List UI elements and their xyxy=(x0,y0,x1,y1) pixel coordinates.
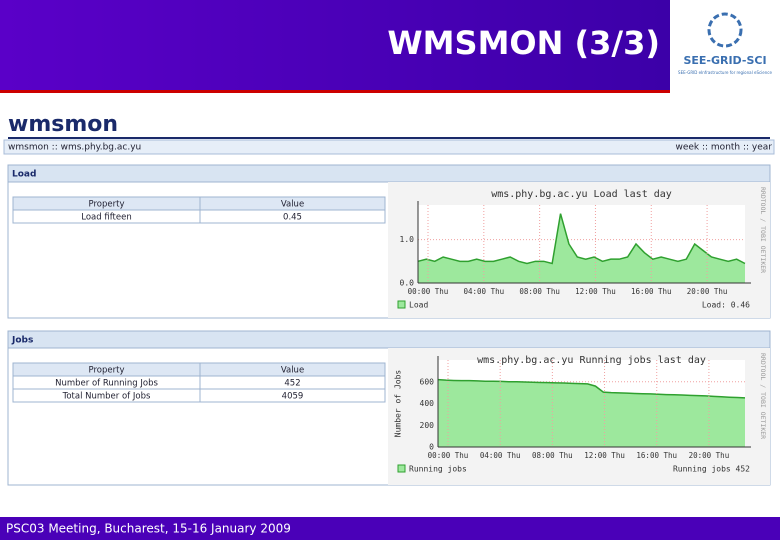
legend-label: Load xyxy=(409,301,428,310)
y-tick-label: 0.0 xyxy=(400,279,415,288)
area-line xyxy=(417,213,746,265)
logo-text: SEE-GRID-SCI xyxy=(683,54,766,67)
logo-subtitle: SEE-GRID eInfrastructure for regional eS… xyxy=(678,70,772,75)
x-tick-label: 12:00 Thu xyxy=(584,451,625,460)
header-band xyxy=(0,0,670,90)
graph-title: wms.phy.bg.ac.yu Load last day xyxy=(491,189,672,200)
x-tick-label: 04:00 Thu xyxy=(480,451,521,460)
y-tick-label: 600 xyxy=(420,377,435,386)
table-text: 452 xyxy=(284,379,300,389)
area xyxy=(438,379,745,447)
footer-band xyxy=(0,517,780,540)
area-line xyxy=(437,378,746,399)
x-tick-label: 16:00 Thu xyxy=(636,451,677,460)
panel-title: Jobs xyxy=(11,336,33,346)
x-tick-label: 04:00 Thu xyxy=(463,287,504,296)
y-tick-label: 200 xyxy=(420,421,435,430)
y-axis-label: Number of Jobs xyxy=(394,370,403,438)
table-text: 4059 xyxy=(282,392,304,402)
table-header: Property xyxy=(89,200,125,210)
x-tick-label: 00:00 Thu xyxy=(428,451,469,460)
y-tick-label: 1.0 xyxy=(400,235,415,244)
slide-title: WMSMON (3/3) xyxy=(387,24,660,62)
x-tick-label: 08:00 Thu xyxy=(532,451,573,460)
table-header: Value xyxy=(281,366,304,376)
table-header: Property xyxy=(89,366,125,376)
table-cell xyxy=(199,388,386,403)
table-text: Total Number of Jobs xyxy=(62,392,151,402)
footer: PSC03 Meeting, Bucharest, 15-16 January … xyxy=(6,522,291,536)
legend-swatch xyxy=(397,464,406,473)
app-logo: wmsmon xyxy=(8,112,118,137)
legend-swatch xyxy=(397,300,406,309)
current-value: Running jobs 452 xyxy=(673,465,750,474)
header-rule xyxy=(0,90,670,93)
x-tick-label: 00:00 Thu xyxy=(408,287,449,296)
breadcrumb[interactable]: wmsmon :: wms.phy.bg.ac.yu xyxy=(8,143,141,153)
x-tick-label: 12:00 Thu xyxy=(575,287,616,296)
panel-title-bar xyxy=(7,330,771,349)
graph-credit: RRDTOOL / TOBI OETIKER xyxy=(759,353,767,439)
table-cell xyxy=(199,209,386,224)
table-text: 0.45 xyxy=(283,213,302,223)
table-header: Value xyxy=(281,200,304,210)
x-tick-label: 20:00 Thu xyxy=(687,287,728,296)
nav-bar xyxy=(3,139,775,155)
graph-credit: RRDTOOL / TOBI OETIKER xyxy=(759,187,767,273)
y-tick-label: 400 xyxy=(420,399,435,408)
logo-rule xyxy=(8,137,770,139)
logo-icon xyxy=(707,12,743,48)
graph-title: wms.phy.bg.ac.yu Running jobs last day xyxy=(477,355,706,366)
x-tick-label: 16:00 Thu xyxy=(631,287,672,296)
period-links[interactable]: week :: month :: year xyxy=(675,143,772,153)
x-tick-label: 08:00 Thu xyxy=(519,287,560,296)
y-tick-label: 0 xyxy=(429,443,434,452)
table-text: Load fifteen xyxy=(81,213,131,223)
current-value: Load: 0.46 xyxy=(702,301,750,310)
x-tick-label: 20:00 Thu xyxy=(689,451,730,460)
table-text: Number of Running Jobs xyxy=(55,379,158,389)
panel-title: Load xyxy=(12,170,36,180)
area xyxy=(418,213,745,283)
legend-label: Running jobs xyxy=(409,465,467,474)
panel-title-bar xyxy=(7,164,771,183)
